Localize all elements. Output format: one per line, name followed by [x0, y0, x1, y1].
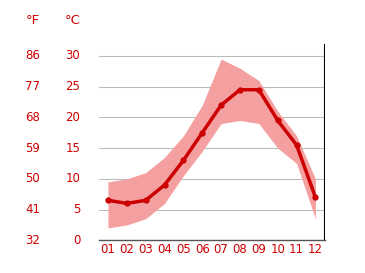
Text: 25: 25	[65, 80, 80, 93]
Text: 41: 41	[25, 203, 40, 216]
Text: 30: 30	[66, 49, 80, 63]
Text: 77: 77	[25, 80, 40, 93]
Text: °C: °C	[65, 14, 80, 27]
Text: 68: 68	[25, 111, 40, 124]
Text: °F: °F	[26, 14, 40, 27]
Text: 10: 10	[65, 172, 80, 185]
Text: 5: 5	[73, 203, 80, 216]
Text: 32: 32	[25, 234, 40, 247]
Text: 0: 0	[73, 234, 80, 247]
Text: 50: 50	[26, 172, 40, 185]
Text: 59: 59	[25, 142, 40, 155]
Text: 20: 20	[65, 111, 80, 124]
Text: 15: 15	[65, 142, 80, 155]
Text: 86: 86	[25, 49, 40, 63]
